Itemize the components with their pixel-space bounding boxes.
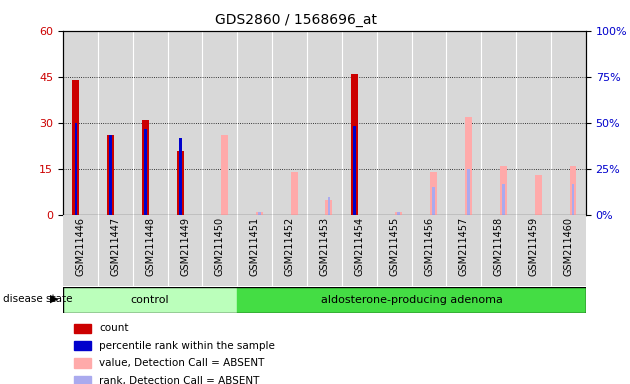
Bar — [107, 135, 114, 215]
Bar — [500, 166, 507, 215]
Bar — [326, 200, 333, 215]
Bar — [63, 31, 98, 215]
Text: GSM211448: GSM211448 — [145, 217, 155, 276]
Bar — [74, 123, 77, 215]
Bar — [74, 323, 91, 333]
Bar — [377, 31, 411, 215]
Bar — [411, 31, 447, 215]
Text: rank, Detection Call = ABSENT: rank, Detection Call = ABSENT — [99, 376, 260, 384]
Bar — [290, 172, 297, 215]
Bar — [398, 212, 400, 215]
Bar — [179, 138, 182, 215]
Text: value, Detection Call = ABSENT: value, Detection Call = ABSENT — [99, 358, 265, 368]
Text: GSM211450: GSM211450 — [215, 217, 225, 276]
Bar — [168, 31, 202, 215]
Text: GSM211454: GSM211454 — [354, 217, 364, 276]
Bar — [516, 31, 551, 215]
Bar — [110, 135, 112, 215]
Bar — [377, 215, 411, 286]
Text: disease state: disease state — [3, 294, 72, 304]
Bar — [395, 212, 402, 215]
Bar — [202, 31, 238, 215]
Bar — [202, 215, 238, 286]
Text: GSM211460: GSM211460 — [563, 217, 573, 276]
Bar — [63, 215, 98, 286]
Bar — [342, 31, 377, 215]
Bar — [142, 120, 149, 215]
Bar — [502, 184, 505, 215]
Bar — [256, 212, 263, 215]
Bar — [342, 215, 377, 286]
Text: aldosterone-producing adenoma: aldosterone-producing adenoma — [321, 295, 503, 305]
Bar — [467, 169, 470, 215]
Text: GSM211459: GSM211459 — [529, 217, 539, 276]
Text: GSM211451: GSM211451 — [249, 217, 260, 276]
Bar — [72, 80, 79, 215]
Bar — [447, 215, 481, 286]
Bar — [432, 187, 435, 215]
Text: GSM211455: GSM211455 — [389, 217, 399, 276]
Bar — [133, 31, 168, 215]
Bar — [481, 215, 516, 286]
Bar — [447, 31, 481, 215]
Bar — [353, 126, 356, 215]
Text: control: control — [131, 295, 169, 305]
Bar — [63, 287, 238, 313]
Text: GSM211447: GSM211447 — [110, 217, 120, 276]
Bar — [238, 287, 586, 313]
Bar — [133, 215, 168, 286]
Bar — [144, 129, 147, 215]
Text: GSM211456: GSM211456 — [424, 217, 434, 276]
Text: GSM211449: GSM211449 — [180, 217, 190, 276]
Bar — [177, 151, 184, 215]
Text: GSM211453: GSM211453 — [319, 217, 329, 276]
Text: GSM211457: GSM211457 — [459, 217, 469, 276]
Text: count: count — [99, 323, 129, 333]
Bar — [571, 184, 575, 215]
Text: ▶: ▶ — [50, 294, 59, 304]
Bar — [238, 31, 272, 215]
Bar — [272, 215, 307, 286]
Bar — [238, 215, 272, 286]
Bar — [221, 135, 228, 215]
Bar — [570, 166, 576, 215]
Bar — [74, 359, 91, 368]
Text: GSM211446: GSM211446 — [76, 217, 86, 276]
Bar — [328, 197, 330, 215]
Bar — [98, 31, 133, 215]
Bar — [516, 215, 551, 286]
Bar — [535, 175, 542, 215]
Bar — [481, 31, 516, 215]
Bar — [411, 215, 447, 286]
Text: GDS2860 / 1568696_at: GDS2860 / 1568696_at — [215, 13, 377, 27]
Bar — [74, 376, 91, 384]
Bar — [465, 117, 472, 215]
Bar — [98, 215, 133, 286]
Bar — [168, 215, 202, 286]
Bar — [272, 31, 307, 215]
Text: GSM211452: GSM211452 — [285, 217, 295, 276]
Bar — [430, 172, 437, 215]
Text: GSM211458: GSM211458 — [494, 217, 504, 276]
Bar — [258, 212, 261, 215]
Bar — [307, 215, 342, 286]
Bar — [352, 74, 358, 215]
Bar — [551, 31, 586, 215]
Bar — [551, 215, 586, 286]
Text: percentile rank within the sample: percentile rank within the sample — [99, 341, 275, 351]
Bar — [307, 31, 342, 215]
Bar — [74, 341, 91, 351]
